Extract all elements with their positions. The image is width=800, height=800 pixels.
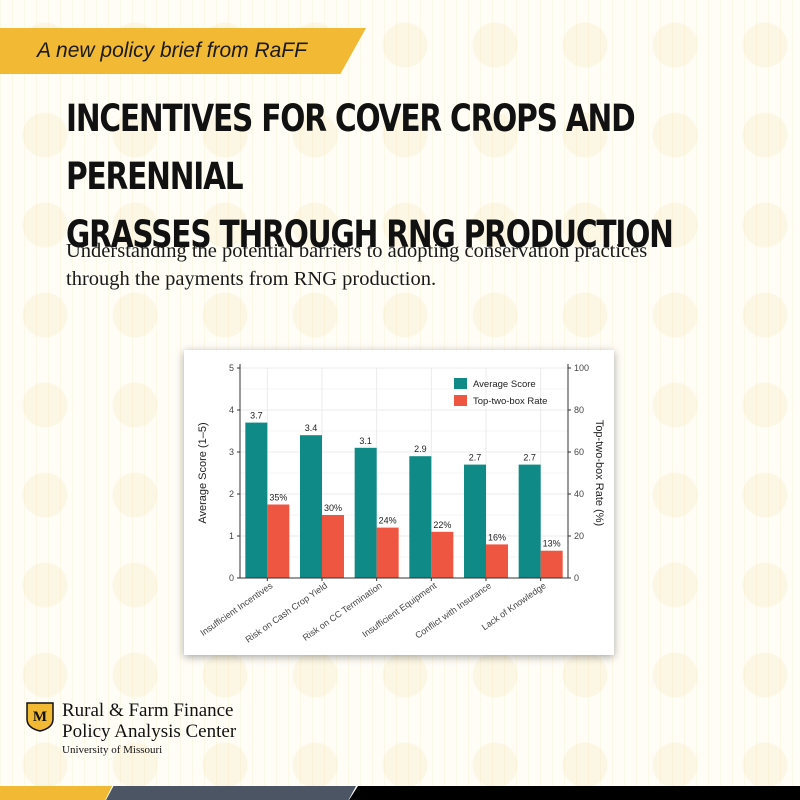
bar-average-score [518,464,541,578]
data-label-top-two-box-rate: 13% [543,539,561,549]
bar-top-two-box-rate [486,544,508,578]
legend-label: Average Score [473,379,536,390]
footer-stripe-gray [106,786,356,800]
data-label-top-two-box-rate: 24% [379,516,397,526]
data-label-average-score: 2.9 [414,444,427,454]
data-label-average-score: 3.4 [305,423,318,433]
y-tick-label-right: 80 [574,405,584,415]
banner-text: A new policy brief from RaFF [37,39,307,62]
footer-stripe-gold [0,786,112,800]
y-axis-title-right: Top-two-box Rate (%) [593,420,605,526]
logo-mark-letter: M [33,709,47,725]
logo-name-line-2: Policy Analysis Center [62,721,237,742]
legend-swatch [454,378,467,389]
mizzou-logo-icon: M [26,702,54,732]
bar-average-score [300,435,322,578]
y-tick-label-left: 0 [229,573,234,583]
y-tick-label-right: 40 [574,489,584,499]
logo-university: University of Missouri [62,744,163,756]
bar-average-score [245,422,268,578]
legend-swatch [454,395,467,406]
y-axis-title-left: Average Score (1–5) [197,422,209,523]
y-tick-label-right: 0 [574,573,579,583]
y-tick-label-right: 100 [574,363,589,373]
bar-top-two-box-rate [540,550,563,578]
y-tick-label-right: 20 [574,531,584,541]
y-tick-label-left: 2 [229,489,234,499]
data-label-top-two-box-rate: 22% [433,520,451,530]
bar-average-score [354,447,377,578]
bar-average-score [409,456,432,578]
data-label-top-two-box-rate: 30% [324,503,342,513]
bar-top-two-box-rate [376,527,399,578]
headline: INCENTIVES FOR COVER CROPS AND PERENNIAL… [66,90,754,264]
logo-name-line-1: Rural & Farm Finance [62,700,234,721]
y-tick-label-left: 4 [229,405,234,415]
subtitle: Understanding the potential barriers to … [66,240,648,290]
policy-brief-banner: A new policy brief from RaFF [0,28,366,74]
data-label-top-two-box-rate: 16% [488,532,506,542]
legend-label: Top-two-box Rate [473,396,547,407]
bar-average-score [464,464,486,578]
data-label-top-two-box-rate: 35% [269,493,287,503]
data-label-average-score: 3.1 [359,436,372,446]
y-tick-label-left: 1 [229,531,234,541]
data-label-average-score: 2.7 [469,453,482,463]
y-tick-label-left: 3 [229,447,234,457]
headline-line-1: INCENTIVES FOR COVER CROPS AND PERENNIAL [66,97,636,198]
y-tick-label-left: 5 [229,363,234,373]
headline-line-2: GRASSES THROUGH RNG PRODUCTION [66,213,674,256]
bar-top-two-box-rate [267,504,290,578]
footer-stripe-black [349,786,800,800]
chart-card: 3.7 35% 3.4 30% 3.1 24% 2.9 22% 2.7 16% 2.7 13% 0 1 2 3… [184,350,614,655]
raff-logo: M Rural & Farm Finance Policy Analysis C… [26,700,236,756]
barrier-chart: 3.7 35% 3.4 30% 3.1 24% 2.9 22% 2.7 16% 2.7 13% 0 1 2 3… [197,363,605,645]
data-label-average-score: 2.7 [523,453,536,463]
bar-top-two-box-rate [431,531,454,578]
data-label-average-score: 3.7 [250,411,263,421]
bar-top-two-box-rate [322,515,344,578]
y-tick-label-right: 60 [574,447,584,457]
